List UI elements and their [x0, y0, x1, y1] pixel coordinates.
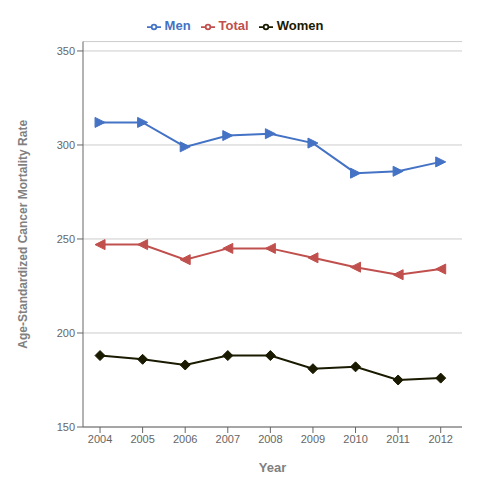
- svg-text:300: 300: [57, 139, 75, 151]
- svg-text:2011: 2011: [386, 433, 410, 445]
- svg-text:2009: 2009: [301, 433, 325, 445]
- svg-text:Age-Standardized Cancer Mortal: Age-Standardized Cancer Mortality Rate: [16, 120, 30, 349]
- html-text:Total: Total: [218, 18, 249, 33]
- svg-text:2008: 2008: [258, 433, 282, 445]
- svg-text:350: 350: [57, 45, 75, 57]
- html-text:Women: Women: [276, 18, 324, 33]
- svg-text:2010: 2010: [343, 433, 367, 445]
- svg-text:2006: 2006: [173, 433, 197, 445]
- svg-text:200: 200: [57, 327, 75, 339]
- svg-text:250: 250: [57, 233, 75, 245]
- svg-text:Year: Year: [259, 460, 286, 475]
- svg-text:2012: 2012: [428, 433, 452, 445]
- svg-text:2004: 2004: [88, 433, 112, 445]
- svg-text:2007: 2007: [216, 433, 240, 445]
- html-text:Men: Men: [164, 18, 191, 33]
- svg-text:2005: 2005: [130, 433, 154, 445]
- svg-text:150: 150: [57, 421, 75, 433]
